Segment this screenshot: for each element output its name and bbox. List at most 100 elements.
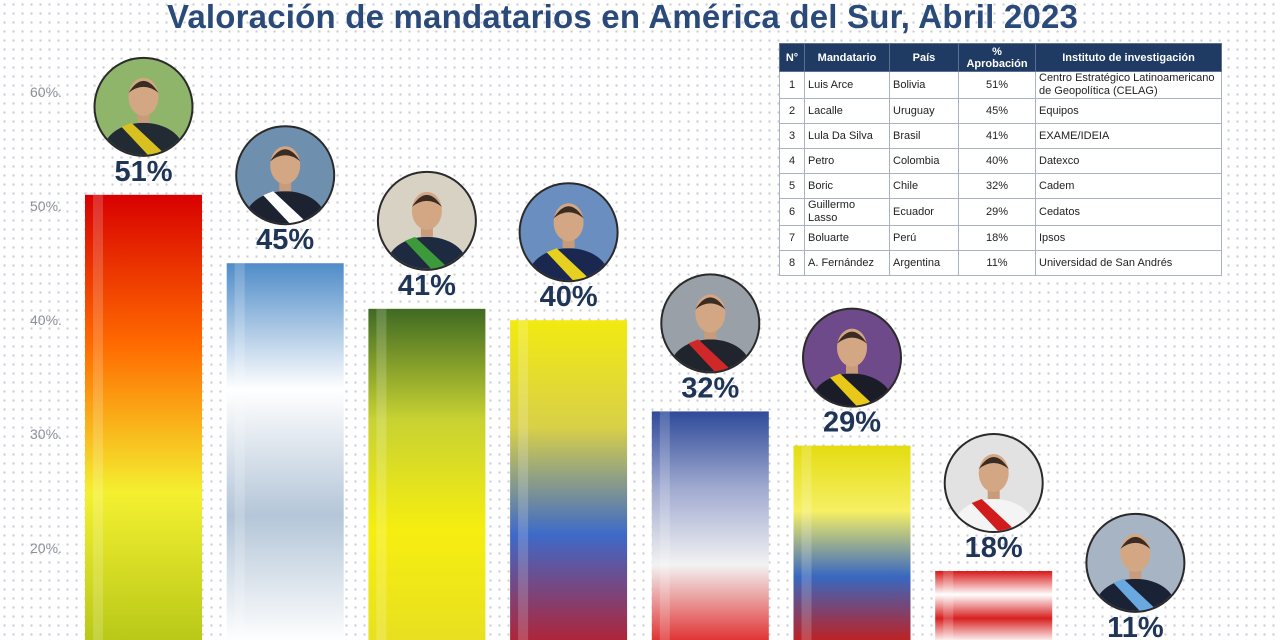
portrait — [518, 182, 619, 283]
y-tick-label: 50%. — [30, 198, 62, 214]
bar — [793, 445, 911, 640]
header-institute: Instituto de investigación — [1035, 43, 1222, 72]
y-tick-label: 30%. — [30, 426, 62, 442]
bar-sheen — [93, 194, 103, 640]
table-cell: Ecuador — [889, 198, 959, 226]
table-cell: 8 — [779, 250, 805, 276]
chart-title: Valoración de mandatarios en América del… — [166, 0, 1079, 35]
table-cell: Cadem — [1035, 173, 1222, 199]
table-cell: Datexco — [1035, 148, 1222, 174]
header-leader: Mandatario — [804, 43, 890, 72]
person-portrait-icon — [520, 184, 617, 281]
bar — [85, 194, 202, 640]
portrait — [235, 125, 336, 226]
person-portrait-icon — [95, 58, 192, 155]
table-cell: Guillermo Lasso — [804, 198, 890, 226]
table-cell: 7 — [779, 225, 805, 251]
person-portrait-icon — [945, 435, 1042, 532]
bar — [368, 308, 486, 640]
y-tick-label: 20%. — [30, 540, 62, 556]
bar-sheen — [234, 263, 245, 640]
bar-sheen — [659, 411, 670, 640]
table-cell: Lacalle — [804, 98, 890, 124]
bar — [935, 571, 1053, 640]
table-cell: Cedatos — [1035, 198, 1222, 226]
approval-table: N° Mandatario País % Aprobación Institut… — [779, 43, 1222, 276]
table-cell: 1 — [779, 71, 805, 99]
table-row: 1 Luis Arce Bolivia 51% Centro Estratégico L… — [779, 71, 1222, 99]
table-row: 5 Boric Chile 32% Cadem — [779, 173, 1222, 199]
table-cell: 4 — [779, 148, 805, 174]
bar-sheen — [943, 571, 954, 640]
table-cell: Boluarte — [804, 225, 890, 251]
value-label: 45% — [256, 224, 314, 256]
value-label: 51% — [114, 156, 172, 188]
table-cell: 5 — [779, 173, 805, 199]
table-row: 8 A. Fernández Argentina 11% Universidad de … — [779, 250, 1222, 276]
table-cell: 6 — [779, 198, 805, 226]
table-cell: Luis Arce — [804, 71, 890, 99]
portrait — [93, 56, 194, 157]
person-portrait-icon — [1087, 514, 1184, 611]
table-cell: Brasil — [889, 123, 959, 149]
y-tick-label: 60%. — [30, 84, 62, 100]
table-cell: Chile — [889, 173, 959, 199]
value-labels: 51%45%41% 40%32%29%18%11% — [114, 156, 1163, 640]
table-cell: 32% — [958, 173, 1036, 199]
table-cell: Universidad de San Andrés — [1035, 250, 1222, 276]
table-cell: Petro — [804, 148, 890, 174]
value-label: 41% — [398, 270, 456, 302]
table-cell: A. Fernández — [804, 250, 890, 276]
table-cell: EXAME/IDEIA — [1035, 123, 1222, 149]
person-portrait-icon — [804, 309, 900, 406]
table-row: 3 Lula Da Silva Brasil 41% EXAME/IDEIA — [779, 123, 1222, 149]
header-country: País — [889, 43, 959, 72]
bar — [510, 320, 628, 640]
portrait — [802, 307, 902, 408]
portraits — [93, 56, 1186, 613]
table-header-row: N° Mandatario País % Aprobación Institut… — [779, 43, 1222, 72]
table-cell: Colombia — [889, 148, 959, 174]
bar-sheen — [518, 320, 529, 640]
bar-sheen — [376, 308, 387, 640]
header-approval: % Aprobación — [958, 43, 1036, 72]
table-row: 7 Boluarte Perú 18% Ipsos — [779, 225, 1222, 251]
bars — [85, 194, 1053, 640]
value-label: 40% — [540, 281, 598, 313]
table-cell: 51% — [958, 71, 1036, 99]
value-label: 18% — [965, 532, 1023, 564]
table-cell: 29% — [958, 198, 1036, 226]
value-label: 29% — [823, 407, 881, 439]
table-cell: 40% — [958, 148, 1036, 174]
table-cell: Lula Da Silva — [804, 123, 890, 149]
table-row: 4 Petro Colombia 40% Datexco — [779, 148, 1222, 174]
portrait — [943, 433, 1044, 534]
table-row: 6 Guillermo Lasso Ecuador 29% Cedatos — [779, 198, 1222, 226]
person-portrait-icon — [378, 172, 475, 269]
table-cell: Equipos — [1035, 98, 1222, 124]
person-portrait-icon — [662, 275, 759, 372]
bar — [226, 263, 344, 640]
value-label: 11% — [1107, 612, 1164, 640]
table-cell: Uruguay — [889, 98, 959, 124]
table-cell: 3 — [779, 123, 805, 149]
portrait — [376, 170, 477, 271]
person-portrait-icon — [237, 127, 334, 224]
y-axis-ticks: 60%. 50%. 40%. 30%. 20%. — [30, 84, 62, 556]
portrait — [1085, 512, 1186, 613]
value-label: 32% — [681, 372, 739, 404]
table-cell: Ipsos — [1035, 225, 1222, 251]
table-row: 2 Lacalle Uruguay 45% Equipos — [779, 98, 1222, 124]
portrait — [660, 273, 761, 374]
table-cell: 2 — [779, 98, 805, 124]
table-cell: 45% — [958, 98, 1036, 124]
table-cell: Argentina — [889, 250, 959, 276]
table-cell: 11% — [958, 250, 1036, 276]
table-cell: Centro Estratégico Latinoamericano de Ge… — [1035, 71, 1222, 99]
header-number: N° — [779, 43, 805, 72]
bar — [651, 411, 769, 640]
table-cell: 18% — [958, 225, 1036, 251]
table-body: 1 Luis Arce Bolivia 51% Centro Estratégico L… — [779, 71, 1222, 276]
table-cell: Boric — [804, 173, 890, 199]
